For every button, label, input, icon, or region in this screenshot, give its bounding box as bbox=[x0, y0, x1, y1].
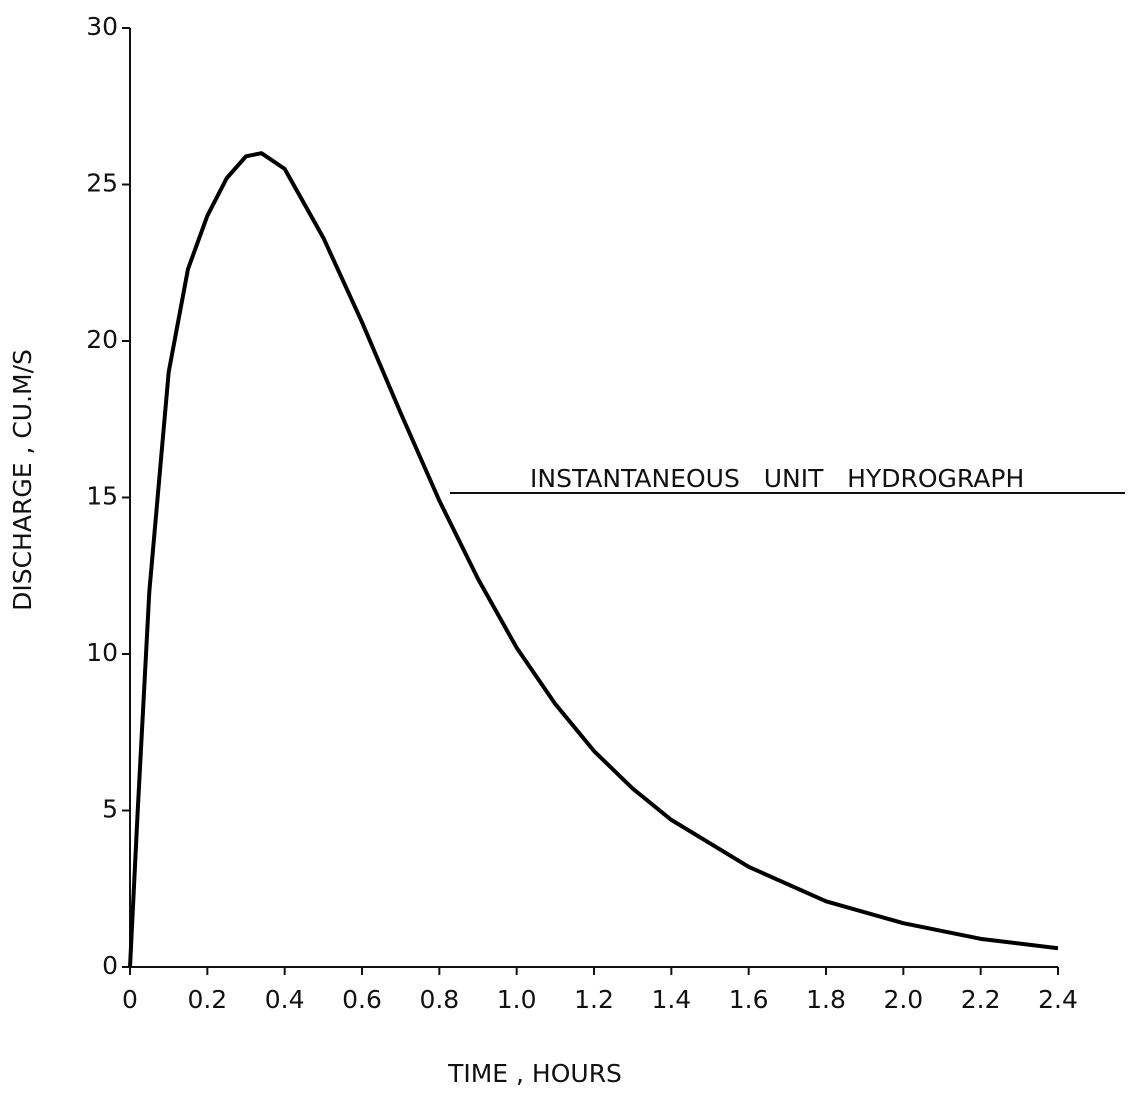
x-tick-label: 2.4 bbox=[1038, 985, 1078, 1014]
x-tick-label: 1.0 bbox=[497, 985, 537, 1014]
x-axis-label: TIME , HOURS bbox=[447, 1059, 622, 1088]
iuh-curve bbox=[130, 153, 1058, 967]
annotation: INSTANTANEOUS UNIT HYDROGRAPH bbox=[530, 464, 1024, 493]
x-tick-label: 1.8 bbox=[806, 985, 846, 1014]
y-tick-label: 25 bbox=[86, 169, 118, 198]
y-tick-label: 10 bbox=[86, 638, 118, 667]
x-tick-label: 2.2 bbox=[961, 985, 1001, 1014]
y-tick-label: 15 bbox=[86, 482, 118, 511]
y-tick-label: 30 bbox=[86, 12, 118, 41]
x-tick-label: 0.4 bbox=[265, 985, 305, 1014]
x-tick-label: 1.6 bbox=[729, 985, 769, 1014]
y-tick-label: 5 bbox=[102, 795, 118, 824]
x-tick-label: 0.2 bbox=[187, 985, 227, 1014]
x-tick-label: 0.8 bbox=[419, 985, 459, 1014]
x-tick-label: 0.6 bbox=[342, 985, 382, 1014]
x-tick-label: 1.4 bbox=[651, 985, 691, 1014]
x-tick-label: 1.2 bbox=[574, 985, 614, 1014]
x-tick-label: 0 bbox=[122, 985, 138, 1014]
x-tick-label: 2.0 bbox=[883, 985, 923, 1014]
chart: TIME , HOURS DISCHARGE , CU.M/S INSTANTA… bbox=[0, 0, 1130, 1095]
y-tick-label: 20 bbox=[86, 325, 118, 354]
y-axis-label: DISCHARGE , CU.M/S bbox=[8, 349, 37, 611]
y-tick-label: 0 bbox=[102, 951, 118, 980]
